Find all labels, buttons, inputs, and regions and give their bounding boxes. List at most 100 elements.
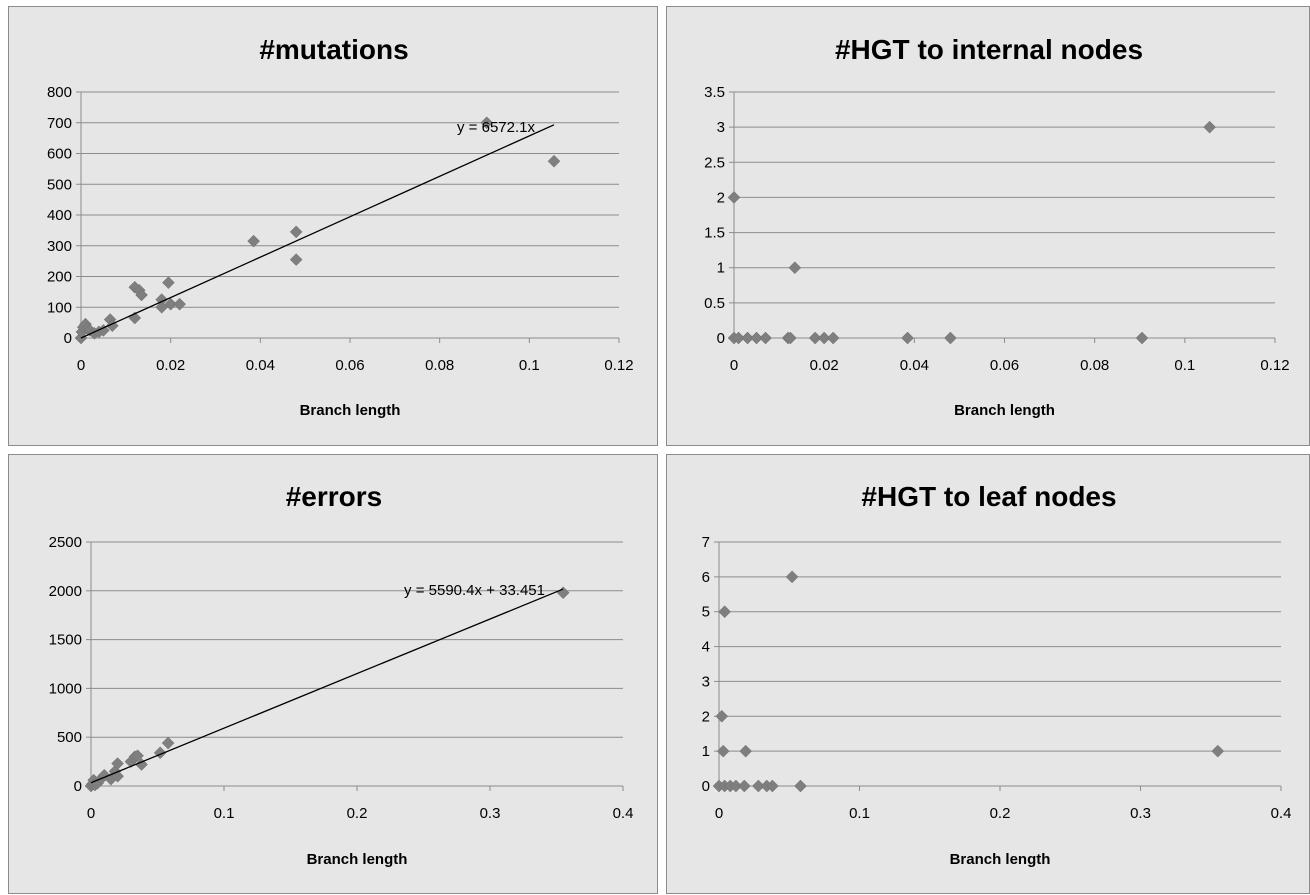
x-tick-label: 0 xyxy=(77,357,85,374)
y-tick-label: 1000 xyxy=(49,680,82,697)
x-tick-label: 0.06 xyxy=(335,357,364,374)
data-point xyxy=(794,779,807,793)
x-tick-label: 0.1 xyxy=(519,357,540,374)
data-point xyxy=(715,709,729,723)
y-tick-label: 400 xyxy=(47,207,72,224)
data-point xyxy=(737,779,751,793)
chart-title: #HGT to leaf nodes xyxy=(861,481,1116,512)
y-tick-label: 4 xyxy=(702,639,710,656)
chart-errors: #errors 0 500 1000 1500 2000 2500 0 0.1 0.2 0.3 0.4… xyxy=(49,481,634,868)
x-axis-label: Branch length xyxy=(950,851,1051,868)
data-point xyxy=(750,331,763,345)
data-point xyxy=(1135,331,1149,345)
x-tick-label: 0.08 xyxy=(425,357,454,374)
data-point xyxy=(162,276,175,290)
data-point xyxy=(901,331,914,345)
chart-title: #mutations xyxy=(259,34,408,65)
y-tick-label: 5 xyxy=(702,604,710,621)
y-tick-label: 500 xyxy=(47,176,72,193)
y-tick-label: 0 xyxy=(717,330,725,347)
data-point xyxy=(173,297,186,311)
chart-panel-mutations: #mutations 0 100 200 300 400 500 600 700 800 0 0.02… xyxy=(8,6,658,446)
trendline-equation: y = 5590.4x + 33.451 xyxy=(404,582,545,599)
data-point xyxy=(718,605,731,619)
x-tick-label: 0.06 xyxy=(990,357,1019,374)
y-tick-label: 0 xyxy=(702,778,710,795)
chart-hgt-internal: #HGT to internal nodes 0 0.5 1 1.5 2 2.5 3 3.5 0 0… xyxy=(704,34,1289,419)
x-tick-label: 0.1 xyxy=(1174,357,1195,374)
data-point xyxy=(164,297,178,311)
y-tick-label: 1 xyxy=(717,260,725,277)
y-tick-label: 600 xyxy=(47,146,72,163)
x-tick-label: 0.04 xyxy=(246,357,275,374)
chart-title: #HGT to internal nodes xyxy=(835,34,1143,65)
data-point xyxy=(1203,120,1216,134)
data-point xyxy=(480,116,494,130)
x-tick-label: 0.3 xyxy=(480,805,501,822)
y-tick-label: 200 xyxy=(47,269,72,286)
data-point xyxy=(817,331,831,345)
data-point xyxy=(732,331,745,345)
y-tick-label: 0.5 xyxy=(704,295,725,312)
x-tick-label: 0.02 xyxy=(810,357,839,374)
y-tick-label: 2500 xyxy=(49,534,82,551)
y-tick-label: 1.5 xyxy=(704,225,725,242)
trendline-equation: y = 6572.1x xyxy=(457,119,535,136)
data-point xyxy=(289,253,303,266)
data-point xyxy=(161,736,175,750)
data-point xyxy=(729,779,743,793)
y-tick-label: 100 xyxy=(47,299,72,316)
y-tick-label: 2.5 xyxy=(704,154,725,171)
data-point xyxy=(131,749,144,763)
data-point xyxy=(766,779,779,793)
y-tick-label: 0 xyxy=(64,330,72,347)
y-tick-label: 7 xyxy=(702,534,710,551)
chart-mutations: #mutations 0 100 200 300 400 500 600 700 800 0 0.02… xyxy=(47,34,634,419)
x-tick-label: 0.04 xyxy=(900,357,929,374)
x-tick-label: 0 xyxy=(87,805,95,822)
x-tick-label: 0.2 xyxy=(990,805,1011,822)
data-point xyxy=(547,154,561,168)
x-tick-label: 0.02 xyxy=(156,357,185,374)
chart-panel-errors: #errors 0 500 1000 1500 2000 2500 0 0.1 0.2 0.3 0.4… xyxy=(8,454,658,894)
x-axis-label: Branch length xyxy=(307,851,408,868)
data-point xyxy=(944,331,957,345)
data-point xyxy=(788,261,802,275)
x-tick-label: 0.3 xyxy=(1130,805,1151,822)
x-tick-label: 0.12 xyxy=(1260,357,1289,374)
trendline xyxy=(90,588,564,784)
data-point xyxy=(739,744,753,758)
y-tick-label: 3 xyxy=(717,119,725,136)
data-point xyxy=(751,779,765,793)
data-point xyxy=(1211,744,1225,758)
y-tick-label: 3.5 xyxy=(704,84,725,101)
data-point xyxy=(135,288,148,302)
data-point xyxy=(111,757,124,770)
data-point xyxy=(135,758,148,771)
y-tick-label: 1 xyxy=(702,743,710,760)
x-tick-label: 0.4 xyxy=(1271,805,1292,822)
y-tick-label: 800 xyxy=(47,84,72,101)
trendline xyxy=(80,124,555,339)
data-point xyxy=(97,323,110,337)
y-tick-label: 2 xyxy=(702,708,710,725)
x-tick-label: 0.1 xyxy=(214,805,235,822)
y-tick-label: 1500 xyxy=(49,632,82,649)
data-point xyxy=(247,234,260,248)
data-point xyxy=(826,331,840,345)
chart-panel-hgt-internal: #HGT to internal nodes 0 0.5 1 1.5 2 2.5 3 3.5 0 0… xyxy=(666,6,1310,446)
y-tick-label: 2 xyxy=(717,189,725,206)
y-tick-label: 500 xyxy=(57,729,82,746)
data-point xyxy=(727,191,741,204)
x-tick-label: 0.08 xyxy=(1080,357,1109,374)
x-tick-label: 0.4 xyxy=(613,805,634,822)
data-point xyxy=(808,331,822,345)
x-axis-label: Branch length xyxy=(954,402,1055,419)
data-point xyxy=(785,570,799,584)
x-tick-label: 0 xyxy=(715,805,723,822)
x-tick-label: 0.12 xyxy=(604,357,633,374)
y-tick-label: 700 xyxy=(47,115,72,132)
data-point xyxy=(556,586,570,600)
y-tick-label: 0 xyxy=(74,778,82,795)
chart-panel-hgt-leaf: #HGT to leaf nodes 0 1 2 3 4 5 6 7 0 0.1 0.2 0.3 0.4 B… xyxy=(666,454,1310,894)
